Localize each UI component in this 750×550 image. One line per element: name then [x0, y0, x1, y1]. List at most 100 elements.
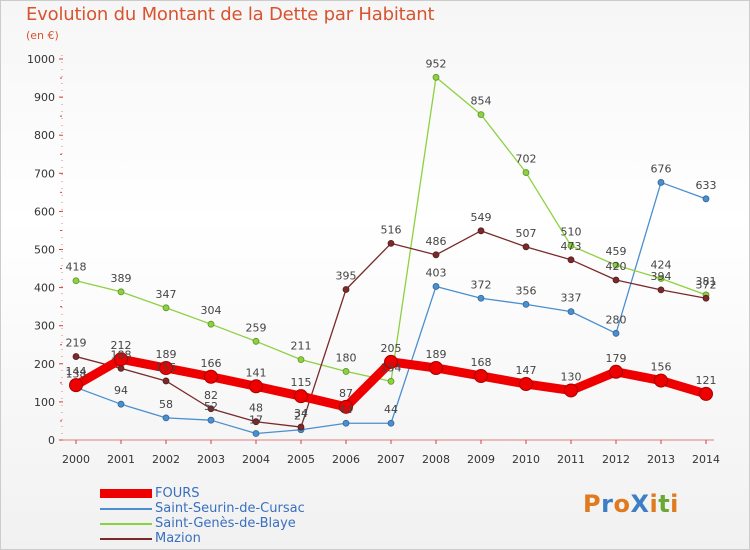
data-point-saint-seurin-de-cursac-2013 — [657, 179, 665, 186]
data-label-fours-2001: 212 — [111, 339, 132, 352]
data-point-saint-seurin-de-cursac-2007 — [387, 419, 395, 427]
data-label-saint-seurin-de-cursac-2011: 337 — [561, 292, 582, 305]
data-point-mazion-2009 — [477, 227, 485, 235]
data-point-mazion-2001 — [117, 364, 125, 372]
chart-title: Evolution du Montant de la Dette par Hab… — [26, 4, 435, 25]
data-label-saint-genes-de-blaye-2011: 510 — [561, 226, 582, 239]
data-label-saint-seurin-de-cursac-2002: 58 — [159, 398, 173, 411]
legend-swatch-fours — [100, 489, 152, 498]
legend-swatch-saint-genes-de-blaye — [100, 522, 152, 525]
data-point-mazion-2007 — [387, 240, 395, 247]
data-point-saint-genes-de-blaye-2003 — [207, 320, 215, 328]
x-tick-label-13: 2013 — [647, 453, 675, 466]
legend-swatch-saint-seurin-de-cursac — [100, 507, 152, 510]
data-point-saint-seurin-de-cursac-2001 — [117, 400, 125, 408]
data-label-fours-2007: 205 — [381, 342, 402, 355]
data-label-mazion-2001: 188 — [111, 348, 132, 361]
series-line-saint-seurin-de-cursac — [75, 181, 707, 435]
data-label-saint-genes-de-blaye-2007: 154 — [381, 361, 402, 374]
data-label-fours-2013: 156 — [651, 361, 672, 374]
data-label-saint-seurin-de-cursac-2008: 403 — [426, 266, 447, 279]
data-label-saint-genes-de-blaye-2013: 424 — [651, 258, 672, 271]
data-point-fours-2013 — [654, 373, 668, 388]
y-tick-label-4: 400 — [34, 282, 55, 295]
data-label-fours-2010: 147 — [516, 364, 537, 377]
data-point-fours-2010 — [519, 376, 533, 391]
data-point-saint-seurin-de-cursac-2004 — [252, 430, 260, 437]
x-tick-label-2: 2002 — [152, 453, 180, 466]
data-label-saint-genes-de-blaye-2000: 418 — [66, 261, 87, 274]
y-tick-label-3: 300 — [34, 320, 55, 333]
data-point-fours-2002 — [159, 360, 173, 375]
data-point-saint-seurin-de-cursac-2009 — [477, 294, 485, 302]
legend-label-mazion: Mazion — [155, 531, 201, 546]
x-tick-label-12: 2012 — [602, 453, 630, 466]
data-point-saint-genes-de-blaye-2007 — [387, 377, 395, 385]
data-label-mazion-2000: 219 — [66, 337, 87, 350]
data-label-saint-seurin-de-cursac-2001: 94 — [114, 384, 128, 397]
x-tick-label-9: 2009 — [467, 453, 495, 466]
data-label-mazion-2013: 394 — [651, 270, 672, 283]
data-point-saint-genes-de-blaye-2011 — [567, 242, 575, 250]
data-label-saint-seurin-de-cursac-2013: 676 — [651, 162, 672, 175]
data-label-saint-genes-de-blaye-2004: 259 — [246, 321, 267, 334]
data-label-saint-seurin-de-cursac-2010: 356 — [516, 284, 537, 297]
data-point-mazion-2003 — [207, 405, 215, 413]
legend: FOURS Saint-Seurin-de-Cursac Saint-Genès-d… — [100, 486, 305, 546]
data-label-saint-genes-de-blaye-2006: 180 — [336, 351, 357, 364]
y-tick-label-0: 0 — [48, 434, 55, 447]
data-point-mazion-2004 — [252, 418, 260, 426]
data-point-saint-genes-de-blaye-2009 — [477, 111, 485, 119]
data-label-saint-genes-de-blaye-2005: 211 — [291, 340, 312, 353]
data-point-fours-2003 — [204, 369, 218, 384]
data-label-fours-2008: 189 — [426, 348, 447, 361]
data-point-mazion-2011 — [567, 256, 575, 264]
data-point-mazion-2008 — [432, 251, 440, 259]
data-label-saint-genes-de-blaye-2010: 702 — [516, 153, 537, 166]
data-label-saint-seurin-de-cursac-2007: 44 — [384, 403, 398, 416]
x-tick-label-6: 2006 — [332, 453, 360, 466]
data-label-fours-2004: 141 — [246, 366, 267, 379]
data-label-mazion-2005: 34 — [294, 407, 308, 420]
chart-unit: (en €) — [26, 29, 59, 42]
data-label-saint-genes-de-blaye-2012: 459 — [606, 245, 627, 258]
data-label-mazion-2004: 48 — [249, 402, 263, 415]
y-tick-label-10: 1000 — [27, 53, 55, 66]
data-label-mazion-2008: 486 — [426, 235, 447, 248]
legend-swatch-mazion — [100, 537, 152, 540]
data-point-saint-genes-de-blaye-2002 — [162, 304, 170, 312]
data-point-fours-2011 — [564, 383, 578, 398]
x-tick-label-10: 2010 — [512, 453, 540, 466]
y-tick-label-1: 100 — [34, 396, 55, 409]
data-point-fours-2001 — [114, 352, 128, 367]
y-tick-label-9: 900 — [34, 91, 55, 104]
data-label-saint-seurin-de-cursac-2003: 52 — [204, 400, 218, 413]
data-label-saint-seurin-de-cursac-2005: 27 — [294, 410, 308, 423]
data-label-saint-genes-de-blaye-2014: 381 — [696, 275, 717, 288]
x-tick-label-0: 2000 — [62, 453, 90, 466]
data-label-fours-2006: 87 — [339, 387, 353, 400]
legend-item-saint-genes-de-blaye: Saint-Genès-de-Blaye — [100, 516, 305, 531]
data-point-saint-seurin-de-cursac-2014 — [702, 195, 710, 203]
data-point-mazion-2000 — [72, 353, 80, 360]
legend-label-fours: FOURS — [155, 486, 200, 501]
data-label-saint-seurin-de-cursac-2009: 372 — [471, 278, 492, 291]
data-label-mazion-2002: 155 — [156, 361, 177, 374]
x-tick-label-5: 2005 — [287, 453, 315, 466]
data-label-saint-genes-de-blaye-2001: 389 — [111, 272, 132, 285]
legend-item-fours: FOURS — [100, 486, 305, 501]
data-label-saint-seurin-de-cursac-2000: 138 — [66, 367, 87, 380]
legend-label-saint-genes-de-blaye: Saint-Genès-de-Blaye — [155, 516, 296, 531]
data-label-saint-seurin-de-cursac-2014: 633 — [696, 179, 717, 192]
data-label-mazion-2007: 516 — [381, 223, 402, 236]
data-point-mazion-2005 — [297, 423, 305, 431]
data-label-mazion-2006: 395 — [336, 270, 357, 283]
data-point-saint-genes-de-blaye-2013 — [657, 275, 665, 282]
data-point-mazion-2010 — [522, 243, 530, 251]
data-point-saint-seurin-de-cursac-2010 — [522, 300, 530, 308]
data-point-saint-seurin-de-cursac-2002 — [162, 414, 170, 422]
data-label-mazion-2012: 420 — [606, 260, 627, 273]
data-point-saint-genes-de-blaye-2012 — [612, 261, 620, 269]
y-tick-label-2: 200 — [34, 358, 55, 371]
data-label-saint-seurin-de-cursac-2004: 17 — [249, 414, 263, 427]
